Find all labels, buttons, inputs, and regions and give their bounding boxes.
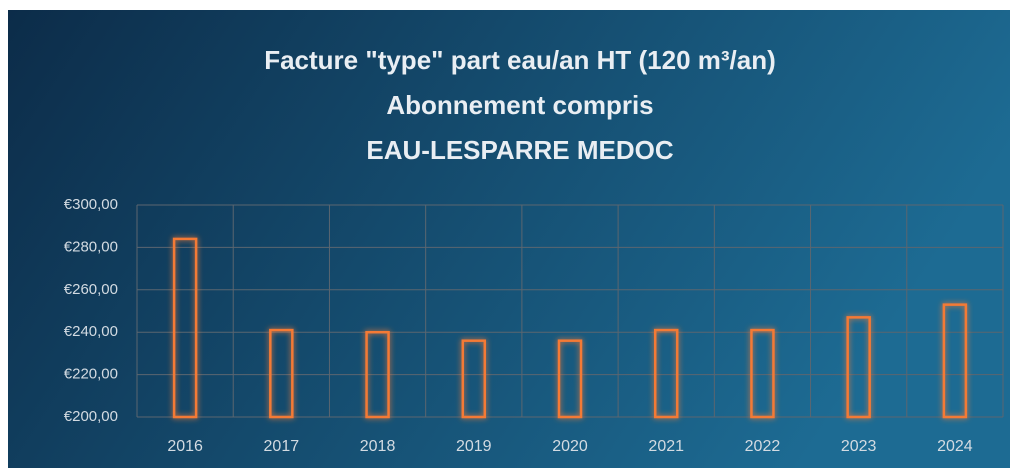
bar bbox=[269, 328, 294, 419]
bar bbox=[942, 303, 968, 419]
bar bbox=[846, 316, 871, 419]
chart-title: Abonnement compris bbox=[386, 90, 653, 120]
x-tick-label: 2022 bbox=[745, 438, 781, 455]
x-tick-label: 2020 bbox=[552, 438, 588, 455]
y-tick-label: €220,00 bbox=[64, 366, 118, 383]
y-tick-label: €200,00 bbox=[64, 408, 118, 425]
chart-background bbox=[8, 10, 1010, 468]
bar bbox=[653, 328, 679, 419]
bar bbox=[750, 328, 775, 419]
y-tick-label: €260,00 bbox=[64, 281, 118, 298]
x-tick-label: 2023 bbox=[841, 438, 877, 455]
bar bbox=[557, 339, 583, 419]
chart-title: EAU-LESPARRE MEDOC bbox=[366, 135, 673, 165]
bar bbox=[365, 330, 390, 419]
bar bbox=[461, 339, 487, 419]
x-tick-label: 2021 bbox=[648, 438, 684, 455]
y-tick-label: €300,00 bbox=[64, 196, 118, 213]
x-tick-label: 2018 bbox=[360, 438, 396, 455]
y-tick-label: €240,00 bbox=[64, 323, 118, 340]
y-tick-label: €280,00 bbox=[64, 238, 118, 255]
bar bbox=[172, 237, 198, 419]
x-tick-label: 2017 bbox=[264, 438, 300, 455]
x-tick-label: 2024 bbox=[937, 438, 973, 455]
x-tick-label: 2016 bbox=[167, 438, 203, 455]
chart-title: Facture "type" part eau/an HT (120 m³/an… bbox=[264, 45, 776, 75]
x-tick-label: 2019 bbox=[456, 438, 492, 455]
